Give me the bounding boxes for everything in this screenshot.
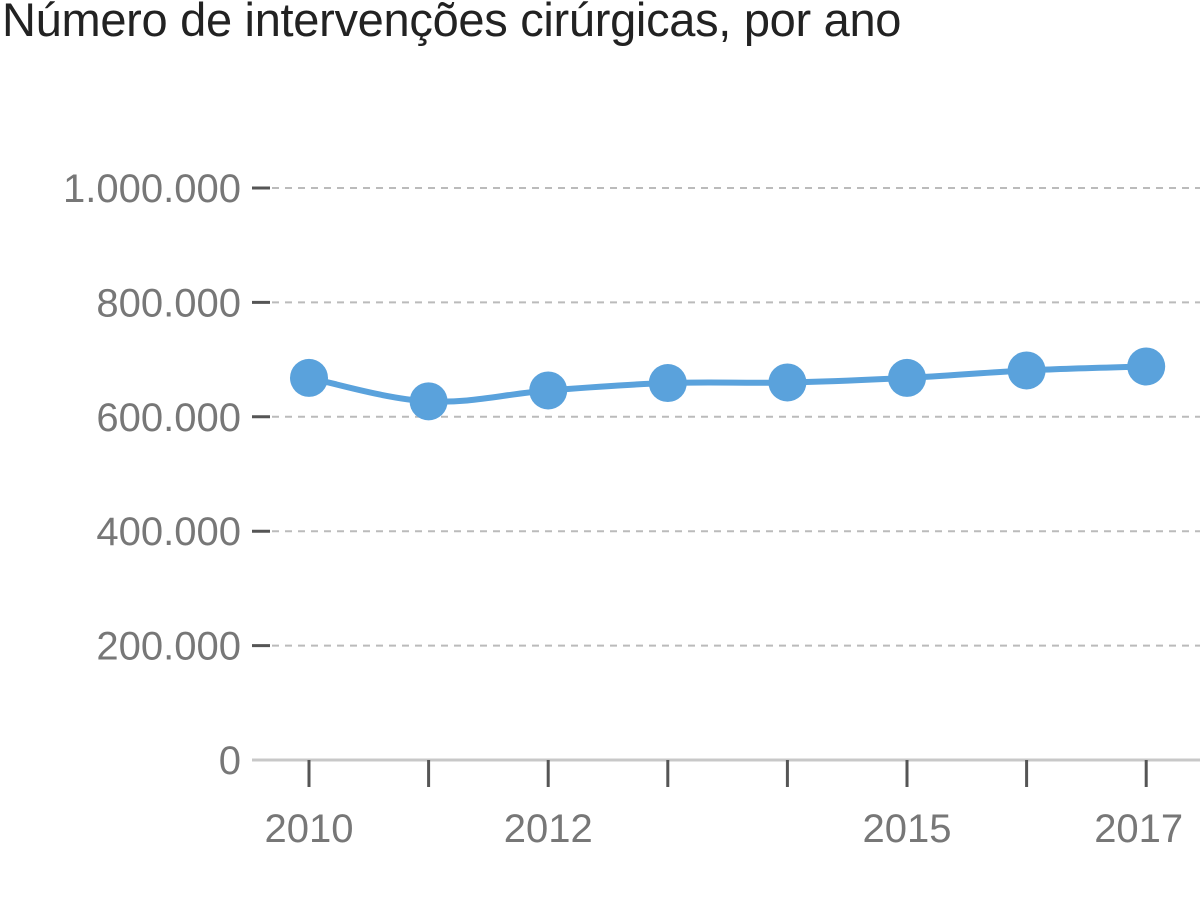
data-point (1007, 351, 1046, 390)
data-point (409, 382, 448, 421)
data-point (290, 358, 328, 397)
data-point (529, 371, 568, 410)
y-tick-label: 200.000 (96, 625, 241, 669)
x-tick-label: 2010 (265, 807, 354, 851)
y-tick-label: 0 (219, 739, 241, 783)
data-point (888, 358, 926, 397)
data-point (1127, 347, 1166, 386)
chart-title: Número de intervenções cirúrgicas, por a… (2, 0, 902, 46)
y-tick-label: 600.000 (96, 396, 241, 440)
y-tick-label: 800.000 (96, 281, 241, 325)
x-tick-label: 2015 (863, 807, 952, 851)
data-point (768, 363, 807, 402)
y-tick-label: 400.000 (96, 510, 241, 554)
x-tick-label: 2012 (504, 807, 593, 851)
x-tick-label: 2017 (1094, 807, 1183, 851)
data-point (648, 364, 687, 403)
y-tick-label: 1.000.000 (63, 167, 241, 211)
